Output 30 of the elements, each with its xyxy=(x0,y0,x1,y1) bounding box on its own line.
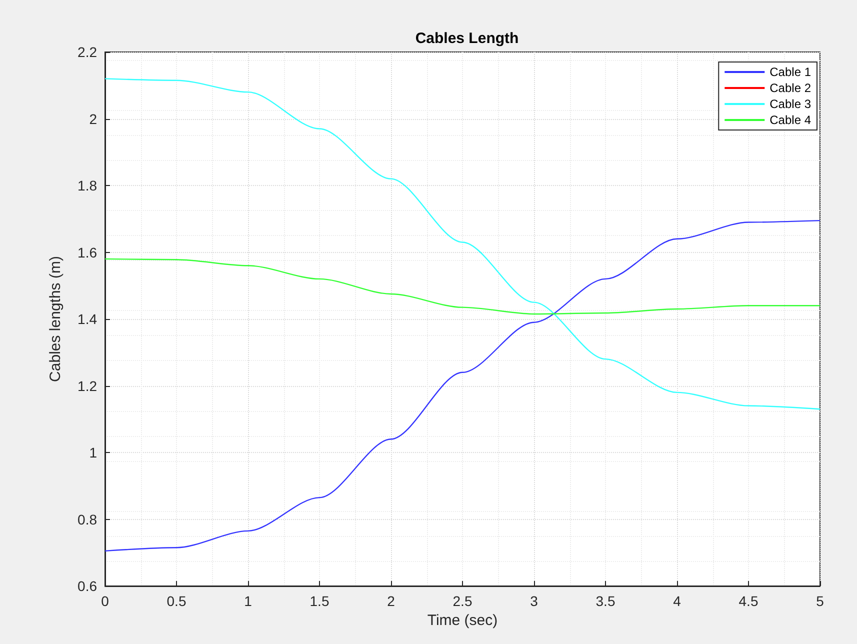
x-tick-label: 5 xyxy=(816,593,824,609)
x-tick-label: 4 xyxy=(673,593,682,609)
y-axis-title: Cables lengths (m) xyxy=(47,256,64,382)
y-tick-label: 0.8 xyxy=(78,511,98,528)
y-tick-label: 1.2 xyxy=(78,378,98,394)
x-tick-label: 1 xyxy=(244,593,252,609)
y-tick-label: 1.8 xyxy=(78,178,98,194)
legend-label: Cable 2 xyxy=(770,81,812,95)
y-tick-label: 1.4 xyxy=(78,311,98,327)
x-tick-label: 0 xyxy=(101,593,110,609)
y-tick-label: 0.6 xyxy=(78,578,98,594)
y-tick-label: 2 xyxy=(89,110,98,127)
x-tick-label: 1.5 xyxy=(310,593,330,609)
x-tick-label: 4.5 xyxy=(738,593,758,609)
y-tick-label: 2.2 xyxy=(78,44,98,60)
x-axis-title: Time (sec) xyxy=(427,612,498,629)
legend-label: Cable 1 xyxy=(770,65,812,79)
x-tick-label: 2.5 xyxy=(452,593,472,609)
legend-label: Cable 3 xyxy=(770,97,812,111)
chart-title: Cables Length xyxy=(415,30,519,47)
x-tick-label: 3 xyxy=(530,593,538,609)
line-series xyxy=(104,258,821,315)
line-series xyxy=(104,78,821,410)
y-tick-label: 1.6 xyxy=(78,244,98,260)
x-tick-label: 2 xyxy=(387,593,396,609)
line-series xyxy=(104,220,821,552)
legend-label: Cable 4 xyxy=(770,113,812,127)
y-tick-label: 1 xyxy=(89,444,98,460)
x-tick-label: 3.5 xyxy=(596,593,616,609)
x-tick-label: 0.5 xyxy=(166,593,186,609)
